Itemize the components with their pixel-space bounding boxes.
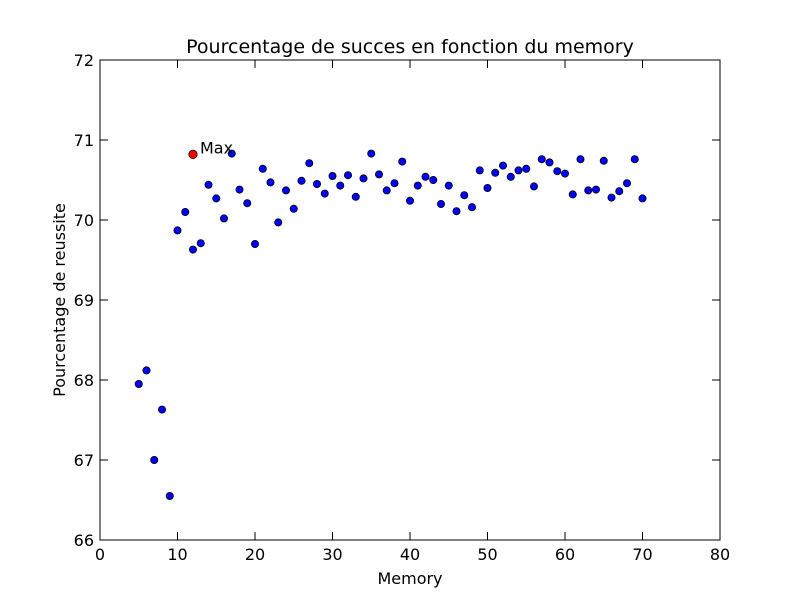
- data-point: [320, 189, 329, 198]
- x-tick-label: 20: [245, 545, 265, 564]
- y-tick-label: 72: [74, 51, 94, 70]
- data-point: [607, 193, 616, 202]
- data-point: [181, 207, 190, 216]
- data-point: [328, 171, 337, 180]
- data-point: [157, 405, 166, 414]
- data-point: [212, 194, 221, 203]
- chart-title: Pourcentage de succes en fonction du mem…: [186, 36, 634, 58]
- data-point: [530, 182, 539, 191]
- data-point: [374, 170, 383, 179]
- data-point: [390, 179, 399, 188]
- data-point: [398, 157, 407, 166]
- data-point: [243, 199, 252, 208]
- y-tick-label: 66: [74, 531, 94, 550]
- max-annotation-label: Max: [200, 138, 233, 157]
- data-point: [553, 167, 562, 176]
- x-tick-label: 50: [477, 545, 497, 564]
- data-point: [421, 172, 430, 181]
- data-point: [343, 171, 352, 180]
- data-point: [289, 204, 298, 213]
- data-point: [436, 199, 445, 208]
- data-point: [444, 181, 453, 190]
- data-point: [514, 166, 523, 175]
- x-tick-label: 60: [555, 545, 575, 564]
- data-point: [630, 155, 639, 164]
- data-point: [196, 239, 205, 248]
- x-tick-label: 70: [632, 545, 652, 564]
- data-point: [367, 149, 376, 158]
- data-point: [336, 181, 345, 190]
- data-point: [281, 186, 290, 195]
- data-point: [460, 191, 469, 200]
- y-tick-label: 68: [74, 371, 94, 390]
- x-tick-label: 40: [400, 545, 420, 564]
- data-point: [351, 192, 360, 201]
- x-tick-label: 0: [95, 545, 105, 564]
- data-point: [467, 203, 476, 212]
- annotations: Max: [188, 138, 233, 159]
- data-point: [429, 175, 438, 184]
- data-point: [266, 178, 275, 187]
- data-point: [227, 149, 236, 158]
- data-point: [623, 179, 632, 188]
- data-point: [359, 174, 368, 183]
- data-point: [561, 169, 570, 178]
- data-point: [142, 366, 151, 375]
- y-tick-label: 71: [74, 131, 94, 150]
- x-tick-label: 10: [167, 545, 187, 564]
- data-point: [584, 186, 593, 195]
- data-point: [274, 218, 283, 227]
- y-tick-label: 67: [74, 451, 94, 470]
- data-point: [475, 166, 484, 175]
- data-point: [599, 156, 608, 165]
- data-point: [452, 207, 461, 216]
- data-point: [413, 181, 422, 190]
- x-tick-label: 30: [322, 545, 342, 564]
- data-point: [615, 187, 624, 196]
- x-tick-label: 80: [710, 545, 730, 564]
- data-point: [545, 158, 554, 167]
- data-point: [506, 172, 515, 181]
- data-point: [134, 379, 143, 388]
- x-axis-label: Memory: [377, 569, 442, 588]
- data-point: [522, 164, 531, 173]
- y-tick-label: 70: [74, 211, 94, 230]
- data-point: [382, 186, 391, 195]
- data-point: [204, 180, 213, 189]
- data-point: [219, 214, 228, 223]
- data-point: [312, 179, 321, 188]
- data-point: [150, 455, 159, 464]
- data-point: [483, 183, 492, 192]
- data-point: [258, 164, 267, 173]
- data-point: [537, 155, 546, 164]
- data-point: [592, 185, 601, 194]
- y-axis-label: Pourcentage de reussite: [50, 203, 69, 397]
- y-tick-label: 69: [74, 291, 94, 310]
- data-point: [491, 168, 500, 177]
- data-point: [405, 196, 414, 205]
- plot-area: [99, 59, 721, 541]
- data-point: [297, 176, 306, 185]
- data-point: [188, 245, 197, 254]
- data-point: [165, 491, 174, 500]
- data-point: [173, 226, 182, 235]
- data-point: [305, 159, 314, 168]
- data-point: [235, 185, 244, 194]
- data-point: [576, 155, 585, 164]
- data-point: [250, 239, 259, 248]
- max-point: [188, 149, 198, 159]
- data-point: [638, 194, 647, 203]
- data-points: [134, 149, 647, 500]
- axis-ticks: 0 10 20 30 40 50 60 70 80 66 67 68 69 70 71 72: [74, 51, 731, 564]
- data-point: [498, 161, 507, 170]
- data-point: [568, 190, 577, 199]
